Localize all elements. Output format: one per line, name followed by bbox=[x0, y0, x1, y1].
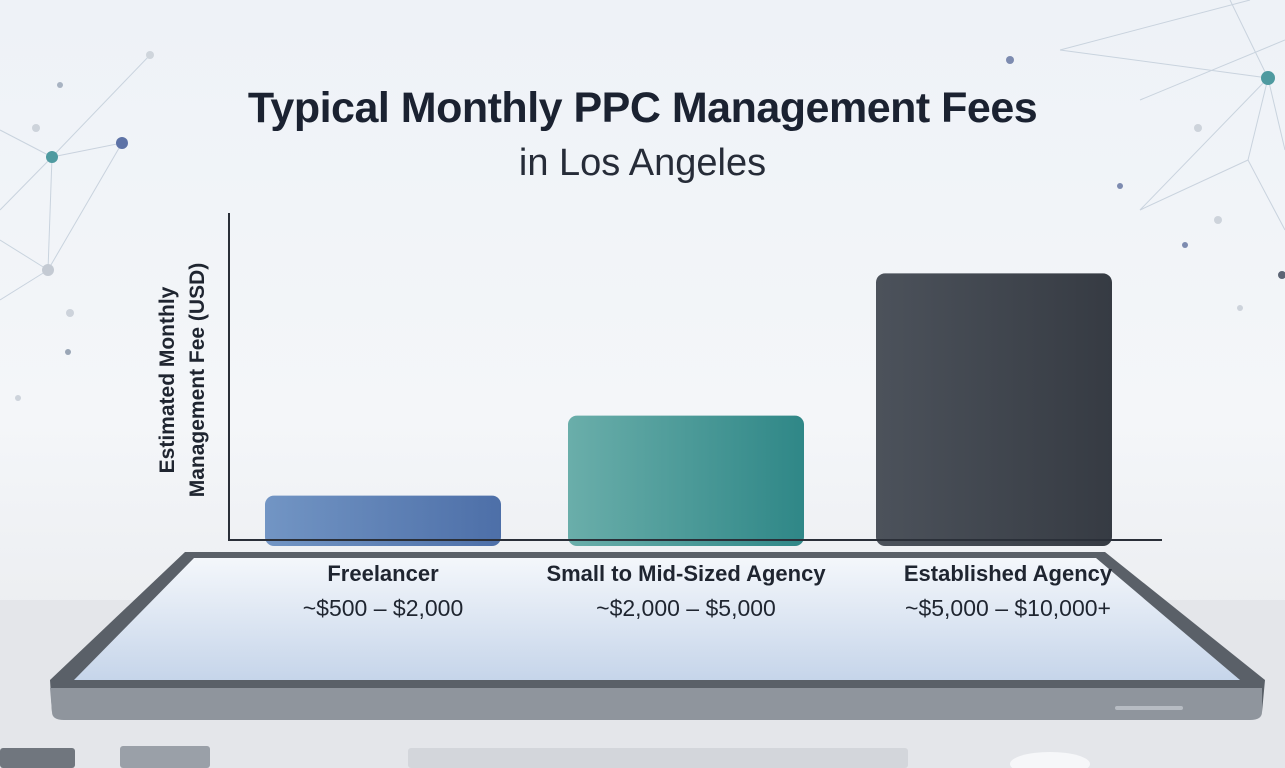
category-range: ~$500 – $2,000 bbox=[302, 595, 464, 621]
bar-established-agency bbox=[876, 273, 1112, 546]
bar-freelancer bbox=[265, 495, 501, 546]
chart-subtitle: in Los Angeles bbox=[518, 142, 767, 184]
bars-group bbox=[265, 273, 1112, 546]
category-name: Established Agency bbox=[903, 561, 1113, 586]
category-label-small-mid-agency: Small to Mid-Sized Agency ~$2,000 – $5,0… bbox=[516, 561, 856, 622]
category-label-freelancer: Freelancer ~$500 – $2,000 bbox=[213, 561, 553, 622]
category-range: ~$2,000 – $5,000 bbox=[596, 595, 776, 621]
bar-small-mid-agency bbox=[568, 415, 804, 546]
category-name: Small to Mid-Sized Agency bbox=[546, 561, 826, 586]
category-name: Freelancer bbox=[327, 561, 439, 586]
bar-chart bbox=[228, 213, 1162, 546]
category-range: ~$5,000 – $10,000+ bbox=[905, 595, 1111, 621]
chart-title: Typical Monthly PPC Management Fees bbox=[247, 84, 1038, 132]
category-label-established-agency: Established Agency ~$5,000 – $10,000+ bbox=[838, 561, 1178, 622]
tablet-device-decoration bbox=[0, 552, 1285, 768]
background-network-decoration bbox=[0, 0, 1285, 401]
